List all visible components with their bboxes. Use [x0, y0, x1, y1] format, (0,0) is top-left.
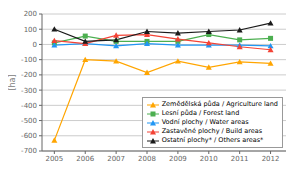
svg-text:2006: 2006 [76, 155, 94, 163]
svg-text:100: 100 [24, 26, 37, 34]
svg-text:[ha]: [ha] [8, 74, 17, 90]
svg-text:2007: 2007 [107, 155, 125, 163]
svg-text:2010: 2010 [200, 155, 218, 163]
svg-text:2005: 2005 [45, 155, 63, 163]
svg-text:2012: 2012 [262, 155, 280, 163]
svg-text:-100: -100 [21, 56, 37, 64]
html-text:Zastavěné plochy / Build areas: Zastavěné plochy / Build areas [161, 127, 263, 135]
svg-text:2008: 2008 [138, 155, 156, 163]
html-text:Zemědělská půda / Agriculture: Zemědělská půda / Agriculture land [161, 100, 278, 108]
svg-text:-400: -400 [21, 102, 37, 110]
svg-text:-700: -700 [21, 147, 37, 155]
svg-text:-200: -200 [21, 71, 37, 79]
svg-text:0: 0 [33, 41, 37, 49]
html-text:Lesní půda / Forest land: Lesní půda / Forest land [161, 109, 240, 117]
svg-text:-600: -600 [21, 132, 37, 140]
svg-text:-300: -300 [21, 87, 37, 95]
svg-text:200: 200 [24, 10, 37, 18]
html-text:Ostatní plochy* / Others areas: Ostatní plochy* / Others areas* [161, 136, 264, 144]
svg-text:2009: 2009 [169, 155, 187, 163]
html-text:Vodní plochy / Water areas: Vodní plochy / Water areas [161, 118, 249, 126]
svg-text:-500: -500 [21, 117, 37, 125]
svg-text:2011: 2011 [231, 155, 249, 163]
